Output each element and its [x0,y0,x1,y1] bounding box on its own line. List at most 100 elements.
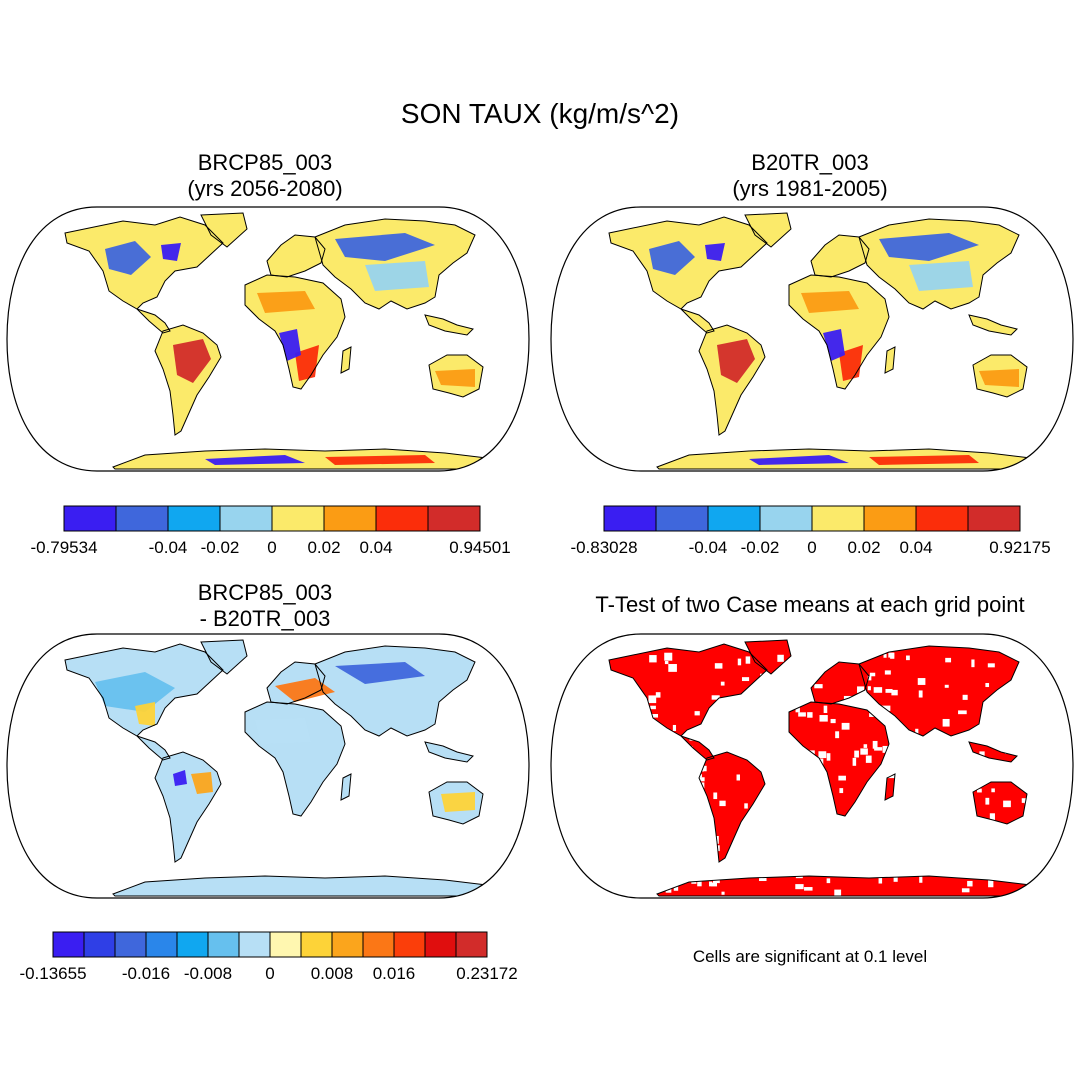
nonsignificant-cell [597,726,605,730]
nonsignificant-cell [612,740,619,749]
nonsignificant-cell [650,705,656,710]
nonsignificant-cell [722,701,726,708]
nonsignificant-cell [763,711,769,720]
nonsignificant-cell [1024,866,1030,871]
nonsignificant-cell [652,723,659,730]
nonsignificant-cell [1021,798,1027,803]
nonsignificant-cell [783,812,793,821]
coastline-seAsia [968,314,1018,336]
nonsignificant-cell [989,763,995,768]
nonsignificant-cell [1016,833,1021,839]
nonsignificant-cell [884,670,891,675]
map-value-patch [257,291,315,313]
nonsignificant-cell [1003,800,1011,808]
nonsignificant-cell [1005,748,1014,754]
nonsignificant-cell [726,869,734,875]
panel-b20tr-title-line1: B20TR_003 [751,150,869,175]
colorbar-tick-label: -0.02 [741,538,780,557]
colorbar-swatch [967,505,1021,532]
coastline-greenland [744,212,792,248]
nonsignificant-cell [893,875,898,882]
coastline-antarctica [112,448,497,470]
colorbar-canvas: -0.13655 -0.016 -0.008 0 0.008 0.016 0.23172 [19,931,518,983]
nonsignificant-cell [1016,652,1022,658]
nonsignificant-cell [1024,800,1031,807]
map-value-patch [801,291,859,313]
map-value-patch [161,243,181,261]
map-value-patch [979,369,1019,387]
coastline-australia [428,354,484,398]
nonsignificant-cell [787,670,796,676]
map-value-patch [823,329,845,361]
nonsignificant-cell [919,875,923,883]
coastline-antarctica [656,448,1041,470]
nonsignificant-cell [665,836,674,844]
nonsignificant-cell [826,753,831,761]
nonsignificant-cell [620,690,625,697]
nonsignificant-cell [997,699,1007,707]
nonsignificant-cell [852,757,857,766]
nonsignificant-cell [665,843,672,849]
landmass-madagascar [885,347,895,373]
nonsignificant-cell [777,784,785,789]
landmass-centralAmerica [681,309,714,333]
nonsignificant-cell [707,708,716,713]
coastline-centralAmerica [680,735,715,761]
nonsignificant-cell [869,672,876,677]
nonsignificant-cell [693,774,702,778]
nonsignificant-cell [710,835,719,844]
nonsignificant-cell [934,811,941,817]
landmass-antarctica [657,876,1039,896]
nonsignificant-cell [795,707,800,713]
coastline-australia [972,354,1028,398]
nonsignificant-cell [839,788,844,794]
map-value-patch [135,702,155,726]
nonsignificant-cell [830,854,836,861]
nonsignificant-cell [878,877,883,884]
nonsignificant-cell [629,830,638,835]
colorbar-swatch [167,505,221,532]
colorbar-swatch [455,931,488,958]
panel-rcp85-title-line2: (yrs 2056-2080) [187,176,343,201]
nonsignificant-cell [906,851,916,856]
landmass-greenland [745,640,791,674]
landmass-centralAmerica [137,736,170,760]
nonsignificant-cell [635,760,644,765]
coastline-africa [244,274,346,390]
nonsignificant-cell [814,684,823,689]
nonsignificant-cell [998,832,1003,837]
nonsignificant-cell [672,724,677,731]
nonsignificant-cell [751,712,756,716]
nonsignificant-cell [703,765,707,772]
nonsignificant-cell [679,876,687,884]
colorbar-tick-label: -0.016 [122,964,170,983]
nonsignificant-cell [809,786,814,791]
nonsignificant-cell [838,657,844,663]
landmass-seAsia [969,315,1017,335]
nonsignificant-cell [1006,858,1014,865]
colorbar-swatch [331,931,364,958]
nonsignificant-cell [650,713,659,718]
landmass-madagascar [341,774,351,800]
nonsignificant-cell [714,663,723,669]
colorbar-tick-label: -0.13655 [19,964,86,983]
nonsignificant-cell [918,690,923,698]
nonsignificant-cell [981,849,987,857]
nonsignificant-cell [891,689,898,696]
nonsignificant-cell [602,787,610,794]
nonsignificant-cell [801,780,809,785]
nonsignificant-cell [649,655,657,663]
nonsignificant-cell [745,656,751,664]
nonsignificant-cell [795,884,804,890]
nonsignificant-cell [881,705,891,711]
nonsignificant-cell [697,879,702,887]
map-b20tr [549,205,1075,473]
nonsignificant-cell [744,820,751,828]
nonsignificant-cell [804,751,808,759]
nonsignificant-cell [781,820,790,824]
nonsignificant-cell [920,770,930,778]
nonsignificant-cell [711,695,720,700]
nonsignificant-cell [771,705,777,709]
nonsignificant-cell [637,771,643,776]
nonsignificant-cell [639,730,644,736]
